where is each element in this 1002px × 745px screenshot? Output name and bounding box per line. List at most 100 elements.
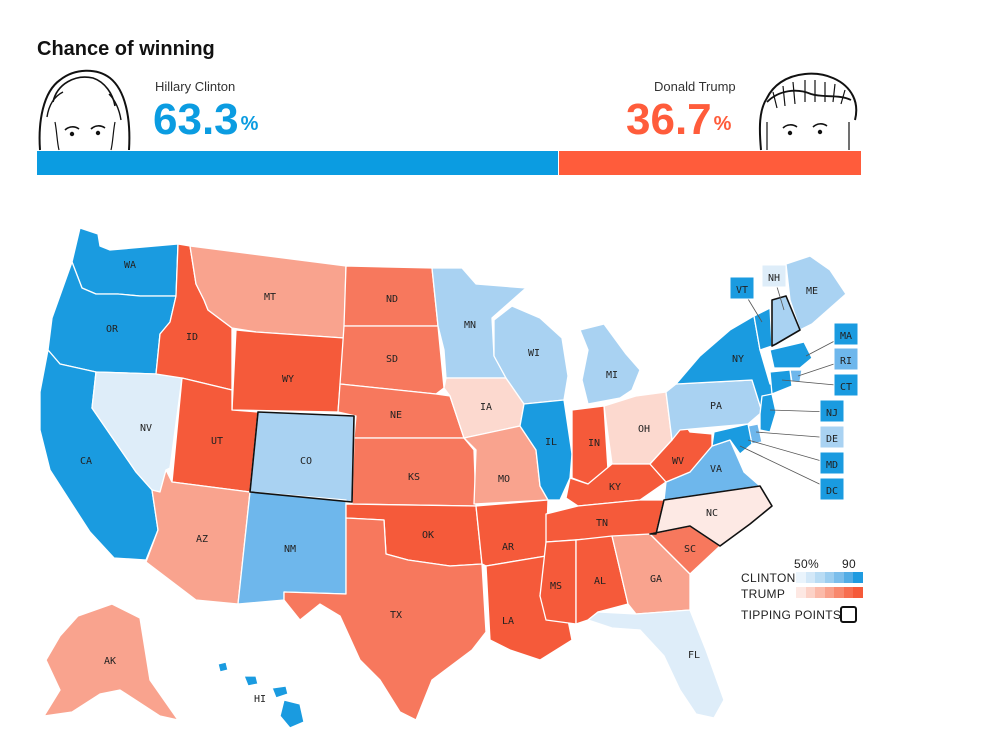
state-ny[interactable] bbox=[675, 315, 787, 413]
trump-probability-bar bbox=[559, 151, 861, 175]
state-ma[interactable] bbox=[769, 341, 813, 369]
state-ak[interactable] bbox=[43, 603, 179, 721]
state-label-mn: MN bbox=[464, 320, 476, 331]
tipping-point-swatch bbox=[840, 606, 857, 623]
state-label-ky: KY bbox=[609, 482, 621, 493]
clinton-ramp-swatch bbox=[805, 572, 815, 583]
state-label-ny: NY bbox=[732, 354, 744, 365]
clinton-ramp-swatch bbox=[796, 572, 806, 583]
state-label-id: ID bbox=[186, 332, 198, 343]
trump-ramp-swatch bbox=[824, 587, 834, 598]
callout-box-de[interactable] bbox=[819, 425, 845, 449]
clinton-ramp-swatch bbox=[853, 572, 863, 583]
state-label-pa: PA bbox=[710, 401, 722, 412]
tipping-outline-co bbox=[249, 411, 355, 503]
state-fl[interactable] bbox=[587, 609, 725, 719]
clinton-portrait bbox=[38, 69, 131, 151]
legend-scale-max: 90 bbox=[842, 557, 856, 571]
state-label-hi: HI bbox=[254, 694, 266, 705]
state-ct[interactable] bbox=[769, 369, 793, 395]
clinton-name: Hillary Clinton bbox=[155, 79, 236, 94]
callout-label-de: DE bbox=[826, 434, 838, 445]
state-label-ok: OK bbox=[422, 530, 434, 541]
state-label-nv: NV bbox=[140, 423, 152, 434]
legend-trump-label: TRUMP bbox=[741, 587, 786, 601]
state-label-ut: UT bbox=[211, 436, 223, 447]
trump-percentage: 36.7% bbox=[626, 95, 732, 144]
state-label-mi: MI bbox=[606, 370, 618, 381]
legend-clinton-ramp bbox=[796, 572, 863, 583]
callout-label-nj: NJ bbox=[826, 408, 838, 419]
state-sd[interactable] bbox=[339, 325, 445, 395]
page-title: Chance of winning bbox=[37, 38, 215, 60]
state-me[interactable] bbox=[785, 255, 847, 331]
state-label-me: ME bbox=[806, 286, 818, 297]
state-tx[interactable] bbox=[283, 517, 487, 721]
state-label-in: IN bbox=[588, 438, 600, 449]
clinton-percentage: 63.3% bbox=[153, 95, 259, 144]
state-label-ne: NE bbox=[390, 410, 402, 421]
state-il[interactable] bbox=[519, 399, 573, 501]
state-label-az: AZ bbox=[196, 534, 208, 545]
callout-label-dc: DC bbox=[826, 486, 838, 497]
state-label-mt: MT bbox=[264, 292, 276, 303]
leader-line-md bbox=[747, 439, 833, 465]
clinton-probability-bar bbox=[37, 151, 558, 175]
state-label-sc: SC bbox=[684, 544, 696, 555]
state-md[interactable] bbox=[711, 423, 753, 455]
legend-tipping-label: TIPPING POINTS bbox=[741, 608, 842, 622]
state-label-ar: AR bbox=[502, 542, 515, 553]
callout-box-ct[interactable] bbox=[833, 373, 859, 397]
state-label-ak: AK bbox=[104, 656, 116, 667]
callout-label-ct: CT bbox=[840, 382, 852, 393]
state-label-nm: NM bbox=[284, 544, 296, 555]
callout-label-ri: RI bbox=[840, 356, 852, 367]
leader-line-de bbox=[755, 431, 833, 439]
state-hi[interactable] bbox=[217, 661, 305, 729]
state-label-ks: KS bbox=[408, 472, 420, 483]
state-label-la: LA bbox=[502, 616, 514, 627]
leader-line-dc bbox=[739, 445, 833, 491]
state-label-il: IL bbox=[545, 437, 557, 448]
state-label-or: OR bbox=[106, 324, 119, 335]
callout-box-vt[interactable] bbox=[729, 276, 755, 300]
state-label-wi: WI bbox=[528, 348, 540, 359]
callout-box-nh[interactable] bbox=[761, 264, 787, 288]
clinton-ramp-swatch bbox=[834, 572, 844, 583]
state-label-ca: CA bbox=[80, 456, 92, 467]
callout-box-ma[interactable] bbox=[833, 322, 859, 346]
state-label-ms: MS bbox=[550, 581, 562, 592]
callout-label-vt: VT bbox=[736, 285, 748, 296]
state-label-co: CO bbox=[300, 456, 312, 467]
trump-ramp-swatch bbox=[843, 587, 853, 598]
state-label-al: AL bbox=[594, 576, 606, 587]
trump-portrait bbox=[758, 72, 858, 151]
state-label-wy: WY bbox=[282, 374, 294, 385]
state-ar[interactable] bbox=[475, 499, 549, 567]
callout-box-nj[interactable] bbox=[819, 399, 845, 423]
callout-label-md: MD bbox=[826, 460, 838, 471]
state-label-nc: NC bbox=[706, 508, 718, 519]
state-label-tn: TN bbox=[596, 518, 608, 529]
state-mi[interactable] bbox=[579, 323, 641, 405]
state-label-ga: GA bbox=[650, 574, 662, 585]
trump-ramp-swatch bbox=[796, 587, 806, 598]
tipping-outline-nh bbox=[771, 295, 801, 347]
tipping-outline-nc bbox=[649, 485, 773, 547]
state-label-fl: FL bbox=[688, 650, 700, 661]
callout-box-dc[interactable] bbox=[819, 477, 845, 501]
state-label-ia: IA bbox=[480, 402, 492, 413]
state-wi[interactable] bbox=[493, 305, 569, 405]
clinton-ramp-swatch bbox=[843, 572, 853, 583]
legend-clinton-label: CLINTON bbox=[741, 571, 796, 585]
state-label-sd: SD bbox=[386, 354, 398, 365]
trump-ramp-swatch bbox=[853, 587, 863, 598]
clinton-ramp-swatch bbox=[824, 572, 834, 583]
callout-label-ma: MA bbox=[840, 331, 852, 342]
state-wy[interactable] bbox=[231, 329, 345, 413]
state-nj[interactable] bbox=[759, 393, 777, 433]
callout-box-md[interactable] bbox=[819, 451, 845, 475]
state-ms[interactable] bbox=[539, 539, 577, 625]
callout-box-ri[interactable] bbox=[833, 347, 859, 371]
